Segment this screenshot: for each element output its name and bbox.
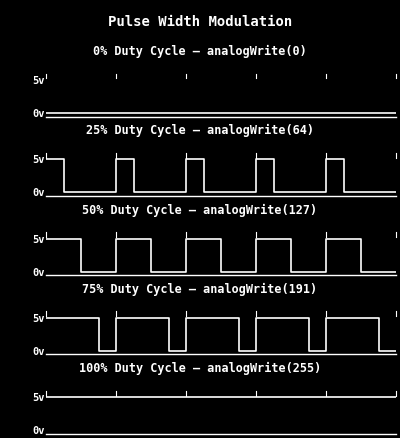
Text: 50% Duty Cycle – analogWrite(127): 50% Duty Cycle – analogWrite(127) (82, 204, 318, 217)
Text: 100% Duty Cycle – analogWrite(255): 100% Duty Cycle – analogWrite(255) (79, 362, 321, 375)
Text: Pulse Width Modulation: Pulse Width Modulation (108, 15, 292, 29)
Text: 25% Duty Cycle – analogWrite(64): 25% Duty Cycle – analogWrite(64) (86, 124, 314, 138)
Text: 0% Duty Cycle – analogWrite(0): 0% Duty Cycle – analogWrite(0) (93, 45, 307, 58)
Text: 75% Duty Cycle – analogWrite(191): 75% Duty Cycle – analogWrite(191) (82, 283, 318, 296)
